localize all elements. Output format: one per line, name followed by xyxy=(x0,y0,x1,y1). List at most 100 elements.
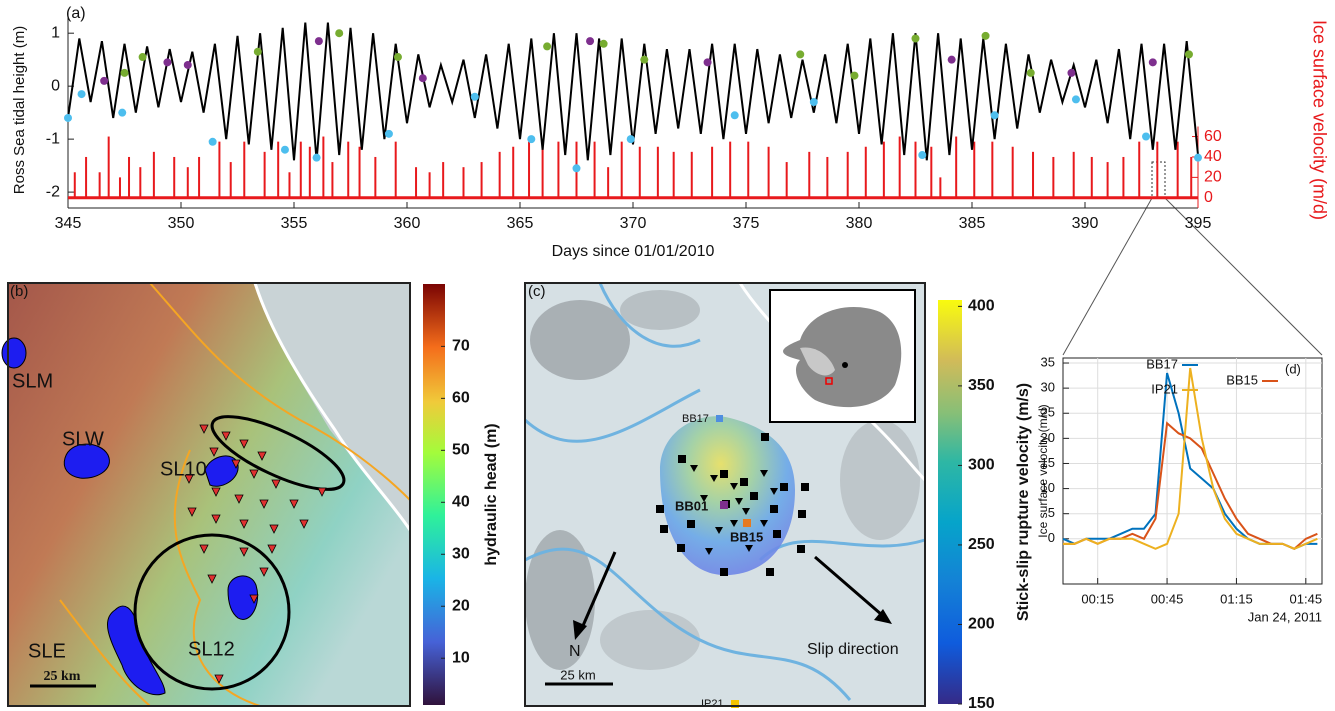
tide-dot xyxy=(118,108,127,117)
tide-dot xyxy=(911,34,920,43)
x-tick-label: 370 xyxy=(620,215,647,232)
legend-label: IP21 xyxy=(1151,381,1178,396)
y2-tick-label: 60 xyxy=(1204,128,1222,145)
y-tick-label: -2 xyxy=(46,183,60,200)
x-tick-label: 360 xyxy=(394,215,421,232)
terrain xyxy=(525,530,595,670)
y-tick-label: 0 xyxy=(51,77,60,94)
y2-tick-label: 20 xyxy=(1204,169,1222,186)
inset-shelf xyxy=(800,347,835,376)
y-tick-label: 15 xyxy=(1041,455,1055,470)
x-tick-label: 01:45 xyxy=(1290,591,1323,606)
y-axis-label: Ross Sea tidal height (m) xyxy=(11,26,28,194)
rupture-area xyxy=(660,416,795,576)
inset-box xyxy=(825,377,833,385)
tide-dot xyxy=(1184,50,1193,59)
tide-dot xyxy=(850,71,859,80)
tide-dot xyxy=(183,60,192,69)
colorbar-tick-label: 200 xyxy=(968,616,995,633)
tide-dot xyxy=(64,113,72,122)
tide-dot xyxy=(947,55,956,64)
tide-dot xyxy=(1194,153,1202,162)
colorbar-tick-label: 250 xyxy=(968,536,995,553)
tide-dot xyxy=(1071,95,1080,104)
colorbar-label: hydraulic head (m) xyxy=(483,423,500,565)
tide-dot xyxy=(280,145,289,154)
arrow-head xyxy=(874,609,892,624)
station-label: BB01 xyxy=(675,498,708,513)
map-c: BB17 BB01 BB15 IP21 N Slip direction 25 … xyxy=(523,282,962,710)
colorbar-label: Stick-slip rupture velocity (m/s) xyxy=(1015,383,1032,621)
x-tick-label: 00:45 xyxy=(1151,591,1184,606)
tide-dot xyxy=(418,74,427,83)
tide-dot xyxy=(626,135,635,144)
terrain xyxy=(530,300,630,380)
slip-label: Slip direction xyxy=(807,641,899,658)
inset-pole xyxy=(842,362,848,368)
station-marker xyxy=(743,519,751,527)
tide-dot xyxy=(599,39,608,48)
panel-label: (b) xyxy=(10,283,28,300)
lake xyxy=(227,575,258,620)
x-tick-label: 365 xyxy=(507,215,534,232)
colorbar xyxy=(423,284,445,705)
contour xyxy=(173,449,261,707)
map-label: SLE xyxy=(28,640,66,662)
tide-dot xyxy=(312,153,321,162)
tide-dot xyxy=(796,50,805,59)
tide-dot xyxy=(253,47,262,56)
tide-dot xyxy=(1067,68,1076,77)
inset-continent xyxy=(783,307,902,408)
legend-label: BB15 xyxy=(1226,372,1258,387)
scale-label: 25 km xyxy=(560,667,595,682)
y2-tick-label: 40 xyxy=(1204,148,1222,165)
colorbar-tick-label: 10 xyxy=(452,649,470,666)
arrow-head xyxy=(573,620,587,640)
tide-dot xyxy=(1026,68,1035,77)
y-tick-label: 35 xyxy=(1041,354,1055,369)
colorbar-tick-label: 150 xyxy=(968,695,995,711)
tide-dot xyxy=(384,129,393,138)
series-line xyxy=(1062,372,1318,550)
y-tick-label: 5 xyxy=(1048,505,1055,520)
north-label: N xyxy=(569,643,581,660)
colorbar-tick-label: 30 xyxy=(452,545,470,562)
legend-label: BB17 xyxy=(1146,356,1178,371)
y2-axis-label: Ice surface velocity (m/d) xyxy=(1309,20,1329,220)
tide-dot xyxy=(1148,58,1157,67)
x-tick-label: 375 xyxy=(733,215,760,232)
contour xyxy=(59,599,151,707)
tide-dot xyxy=(809,98,818,107)
station-marker xyxy=(716,415,723,422)
map-frame xyxy=(7,282,411,707)
tide-dot xyxy=(470,92,479,101)
tide-dot xyxy=(703,58,712,67)
stream xyxy=(523,282,926,701)
y-tick-label: 1 xyxy=(51,24,60,41)
colorbar-tick-label: 400 xyxy=(968,298,995,315)
lake xyxy=(204,455,239,487)
x-tick-label: 01:15 xyxy=(1220,591,1253,606)
panel-label: (d) xyxy=(1285,361,1301,376)
tide-dot xyxy=(586,37,595,46)
x-tick-label: 390 xyxy=(1072,215,1099,232)
y-tick-label: 0 xyxy=(1048,530,1055,545)
x-tick-label: 345 xyxy=(55,215,82,232)
map-ice xyxy=(255,283,410,530)
zoom-line xyxy=(1062,197,1153,356)
station-marker xyxy=(720,501,728,509)
x-tick-label: 350 xyxy=(168,215,195,232)
x-tick-label: 355 xyxy=(281,215,308,232)
ellipse-outline xyxy=(210,415,346,491)
zoom-box xyxy=(1151,161,1166,199)
tide-dot xyxy=(314,37,323,46)
circle-outline xyxy=(133,533,291,691)
colorbar-tick-label: 300 xyxy=(968,457,995,474)
scale-label: 25 km xyxy=(44,669,81,684)
tide-dot xyxy=(1142,132,1151,141)
x-tick-label: 00:15 xyxy=(1081,591,1114,606)
terrain xyxy=(620,290,700,330)
tide-dot xyxy=(120,68,129,77)
y-tick-label: 10 xyxy=(1041,480,1055,495)
